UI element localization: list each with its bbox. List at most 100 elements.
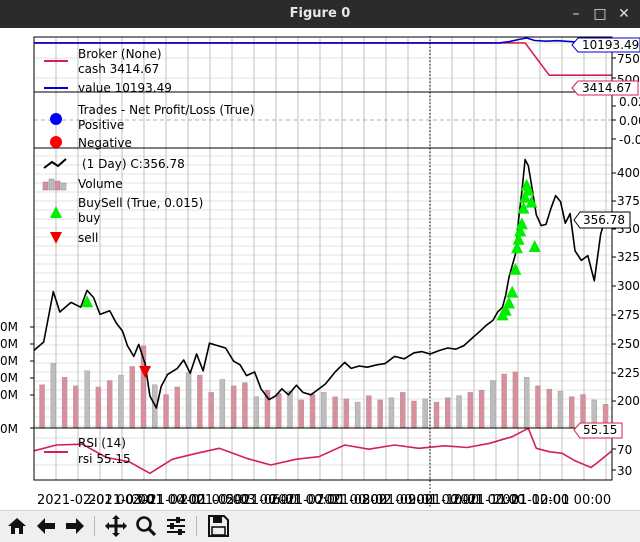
buy-marker <box>499 303 512 316</box>
rsi-legend-label: rsi 55.15 <box>78 452 131 466</box>
volume-bar <box>230 385 237 429</box>
volume-bar <box>287 391 293 429</box>
minimize-button[interactable]: – <box>572 6 580 22</box>
save-button[interactable] <box>205 514 231 538</box>
x-tick: 2021-09-01 00:00 <box>362 493 479 508</box>
volume-bar <box>253 396 259 429</box>
broker-legend-title: Broker (None) <box>78 47 162 61</box>
volume-bar <box>276 393 282 429</box>
sell-marker <box>139 366 152 378</box>
cash-legend-label: cash 3414.67 <box>78 62 159 76</box>
volume-bar <box>61 377 68 429</box>
broker-legend: Broker (None) cash 3414.67 value 10193.4… <box>44 47 172 95</box>
magnifier-icon <box>136 516 157 537</box>
buy-marker <box>515 217 528 230</box>
volume-bar <box>411 400 417 429</box>
signal-markers <box>81 178 541 378</box>
buy-marker <box>509 262 522 275</box>
volume-bar <box>332 396 338 429</box>
home-icon <box>8 518 26 534</box>
x-tick: 2021-04-01 00:00 <box>132 493 249 508</box>
volume-bar <box>478 390 485 429</box>
x-tick: 2021-10-01 00:00 <box>408 493 525 508</box>
volume-bar <box>388 397 395 429</box>
x-tick: 2021-11-01 00:00 <box>452 493 569 508</box>
volume-bar <box>523 377 530 429</box>
maximize-button[interactable]: □ <box>593 6 607 22</box>
volume-bar <box>422 398 428 429</box>
chart-figure: Broker (None) cash 3414.67 value 10193.4… <box>0 36 640 508</box>
price-y-tick: 275 <box>617 308 640 322</box>
pan-button[interactable] <box>103 514 129 538</box>
x-tick: 2021-06-01 00:00 <box>226 493 343 508</box>
sell-legend-label: sell <box>78 231 98 245</box>
back-button[interactable] <box>33 514 59 538</box>
volume-bar <box>208 392 214 429</box>
move-icon <box>105 515 127 537</box>
negative-legend-marker <box>50 136 62 148</box>
toolbar-separator <box>94 516 95 536</box>
volume-bar <box>512 371 519 429</box>
volume-bar <box>535 385 541 429</box>
price-y-tick: 375 <box>617 194 640 208</box>
arrow-left-icon <box>37 518 55 534</box>
volume-bar <box>343 398 350 429</box>
volume-bar <box>185 372 192 429</box>
close-button[interactable]: ✕ <box>618 6 630 22</box>
buy-legend-label: buy <box>78 211 100 225</box>
price-y-ticks: 400 375 350 325 300 275 250 225 200 <box>617 166 640 408</box>
toolbar-separator <box>196 516 197 536</box>
buy-legend-marker <box>50 206 62 218</box>
volume-bar <box>456 395 462 429</box>
price-legend: (1 Day) C:356.78 Volume BuySell (True, 0… <box>42 157 203 245</box>
volume-bar <box>242 382 248 429</box>
sell-legend-marker <box>50 232 62 244</box>
volume-bar <box>174 386 180 429</box>
trades-legend-title: Trades - Net Profit/Loss (True) <box>77 103 254 117</box>
buy-marker <box>519 190 532 203</box>
x-tick: 2021-03-01 00:00 <box>88 493 205 508</box>
buy-marker <box>511 241 524 254</box>
zoom-button[interactable] <box>133 514 159 538</box>
volume-y-tick: 0M <box>0 320 18 334</box>
volume-bar <box>118 374 124 429</box>
price-y-tick: 250 <box>617 337 640 351</box>
panel-frames <box>33 36 613 481</box>
volume-bar <box>84 370 90 429</box>
volume-bar <box>298 399 304 429</box>
window-title: Figure 0 <box>289 6 351 21</box>
price-last-tag-text: 356.78 <box>583 213 625 227</box>
sliders-icon <box>167 517 185 535</box>
volume-y-tick: 0M <box>0 354 18 368</box>
volume-bar <box>433 401 440 429</box>
positive-legend-marker <box>50 113 62 125</box>
buy-marker <box>522 183 535 196</box>
trades-y-tick: 0.00 <box>619 114 640 128</box>
volume-bar <box>501 373 507 429</box>
rsi-y-ticks: 70 30 <box>617 443 632 478</box>
arrow-right-icon <box>66 518 84 534</box>
price-y-tick: 300 <box>617 279 640 293</box>
buy-marker <box>81 295 94 308</box>
home-button[interactable] <box>4 514 30 538</box>
negative-legend-label: Negative <box>78 136 132 150</box>
x-tick: 2021-02-01 00:00 <box>37 493 154 508</box>
configure-subplots-button[interactable] <box>163 514 189 538</box>
volume-bar <box>309 394 316 429</box>
rsi-legend-title: RSI (14) <box>78 436 126 450</box>
forward-button[interactable] <box>62 514 88 538</box>
rsi-y-tick: 70 <box>617 443 632 457</box>
volume-y-ticks: 0M 0M 0M 0M 0M 0M <box>0 320 18 436</box>
volume-bar <box>163 394 169 429</box>
price-y-tick: 325 <box>617 250 640 264</box>
volume-bar <box>377 399 383 429</box>
volume-bar <box>321 392 327 429</box>
price-last-tag: 356.78 <box>573 211 631 229</box>
x-tick: 2021-12-01 00:00 <box>494 493 611 508</box>
price-legend-swatch <box>43 158 67 169</box>
volume-bar <box>50 363 57 429</box>
volume-bar <box>546 388 552 429</box>
value-legend-label: value 10193.49 <box>78 81 172 95</box>
price-legend-label: (1 Day) C:356.78 <box>82 157 185 171</box>
trades-y-ticks: 0.02 0.00 -0.02 <box>619 95 640 147</box>
